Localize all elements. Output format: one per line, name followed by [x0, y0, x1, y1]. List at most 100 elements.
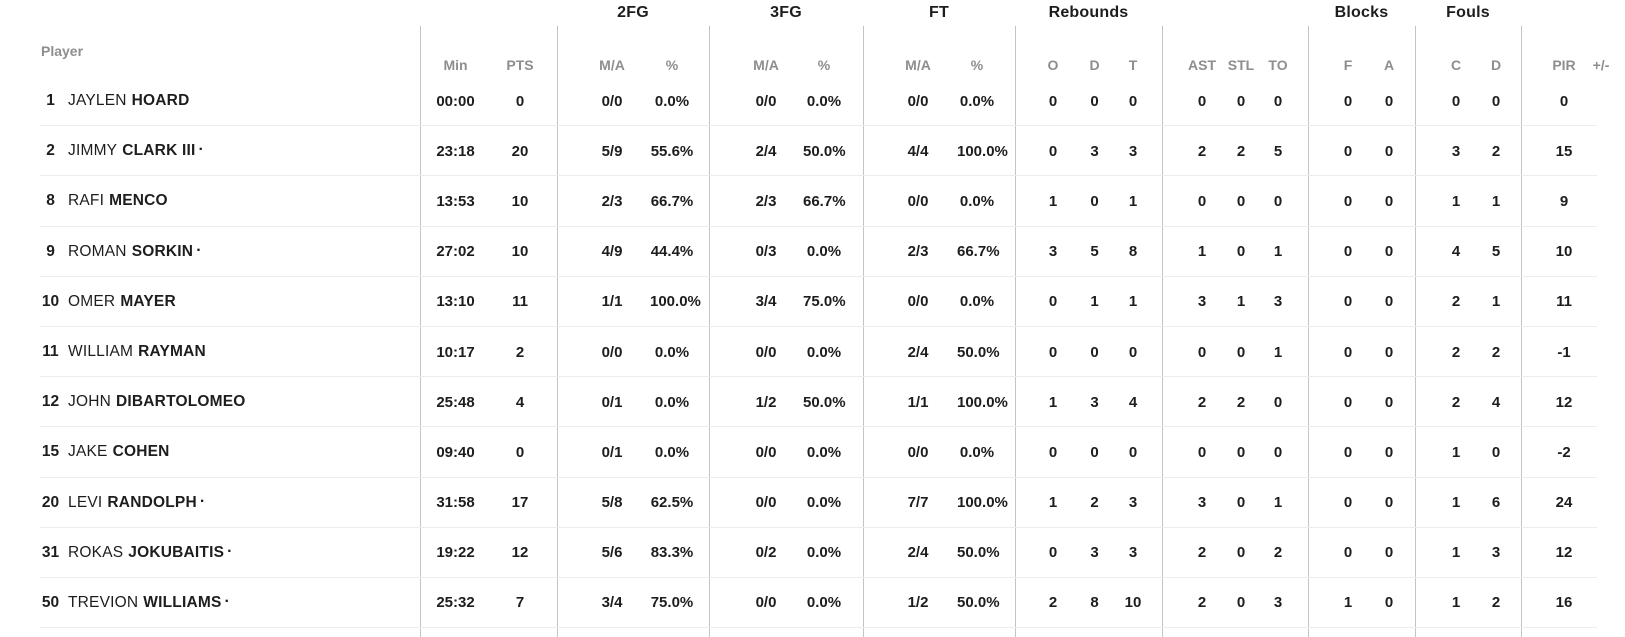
cell-3fg-ma: 2/3	[755, 192, 777, 210]
cell-minutes: 27:02	[436, 243, 475, 261]
col-header-blocks-for: F	[1343, 57, 1353, 73]
cell-ft-ma: 4/4	[907, 142, 929, 160]
cell-reb-tot: 1	[1128, 293, 1138, 311]
cell-turnovers: 3	[1273, 293, 1283, 311]
cell-reb-tot: 0	[1128, 343, 1138, 361]
cell-assists: 0	[1197, 343, 1207, 361]
cell-reb-off: 0	[1048, 142, 1058, 160]
cell-steals: 0	[1236, 594, 1246, 612]
col-header-steals: STL	[1227, 57, 1255, 73]
player-first-name: RAFI	[68, 192, 105, 210]
cell-pir: 15	[1555, 142, 1573, 160]
cell-reb-def: 0	[1090, 343, 1099, 361]
cell-ft-pct: 0.0%	[959, 443, 995, 461]
cell-2fg-pct: 44.4%	[650, 243, 694, 261]
cell-minutes: 00:00	[436, 92, 475, 110]
player-first-name: JOHN	[68, 393, 111, 411]
cell-pir: 12	[1555, 393, 1573, 411]
cell-blocks-for: 0	[1343, 192, 1353, 210]
player-first-name: JIMMY	[68, 142, 118, 160]
player-name: JAYLEN HOARD	[68, 92, 192, 110]
cell-blocks-for: 0	[1343, 343, 1353, 361]
player-row[interactable]: 10 OMER MAYER 13:10 11 1/1 100.0% 3/4 75.…	[0, 277, 1625, 328]
cell-ft-ma: 0/0	[907, 293, 929, 311]
cell-3fg-ma: 0/0	[755, 443, 777, 461]
player-last-name: WILLIAMS	[143, 593, 222, 611]
player-row[interactable]: 9 ROMAN SORKIN · 27:02 10 4/9 44.4% 0/3 0.…	[0, 227, 1625, 277]
player-row[interactable]: 8 RAFI MENCO 13:53 10 2/3 66.7% 2/3 66.7%…	[0, 176, 1625, 227]
cell-blocks-against: 0	[1384, 393, 1394, 411]
cell-minutes: 10:17	[436, 343, 475, 361]
cell-2fg-ma: 5/8	[601, 494, 623, 512]
col-header-assists: AST	[1188, 57, 1216, 73]
cell-2fg-pct: 75.0%	[650, 594, 694, 612]
cell-reb-off: 0	[1048, 343, 1058, 361]
cell-steals: 0	[1236, 243, 1246, 261]
cell-assists: 0	[1197, 443, 1207, 461]
cell-fouls-drawn: 2	[1491, 343, 1501, 361]
player-row[interactable]: 12 JOHN DIBARTOLOMEO 25:48 4 0/1 0.0% 1/2…	[0, 377, 1625, 428]
cell-turnovers: 1	[1273, 243, 1283, 261]
cell-2fg-ma: 0/1	[601, 443, 623, 461]
player-first-name: LEVI	[68, 493, 103, 511]
cell-blocks-for: 1	[1343, 594, 1353, 612]
cell-2fg-pct: 55.6%	[650, 142, 694, 160]
cell-reb-off: 3	[1048, 243, 1058, 261]
player-last-name: MAYER	[120, 292, 176, 310]
cell-2fg-pct: 100.0%	[650, 293, 701, 311]
cell-points: 20	[511, 142, 529, 160]
cell-3fg-pct: 75.0%	[803, 293, 846, 311]
player-first-name: JAYLEN	[68, 92, 127, 110]
player-row[interactable]: 15 JAKE COHEN 09:40 0 0/1 0.0% 0/0 0.0% 0…	[0, 427, 1625, 478]
player-cell: 11 WILLIAM RAYMAN	[0, 343, 420, 361]
player-row[interactable]: 20 LEVI RANDOLPH · 31:58 17 5/8 62.5% 0/0 …	[0, 478, 1625, 528]
cell-minutes: 19:22	[436, 544, 475, 562]
player-row[interactable]: 50 TREVION WILLIAMS · 25:32 7 3/4 75.0% 0/…	[0, 578, 1625, 629]
table-body: 1 JAYLEN HOARD 00:00 0 0/0 0.0% 0/0 0.0% …	[0, 76, 1625, 629]
cell-3fg-pct: 0.0%	[806, 92, 842, 110]
column-separator	[1415, 26, 1416, 637]
cell-points: 0	[515, 92, 525, 110]
cell-reb-tot: 3	[1128, 142, 1138, 160]
cell-2fg-pct: 62.5%	[650, 494, 694, 512]
cell-ft-pct: 50.0%	[957, 343, 1000, 361]
player-row[interactable]: 1 JAYLEN HOARD 00:00 0 0/0 0.0% 0/0 0.0% …	[0, 76, 1625, 127]
player-number: 12	[41, 393, 60, 411]
cell-ft-pct: 100.0%	[957, 142, 1008, 160]
col-header-fouls-drawn: D	[1490, 57, 1502, 73]
player-first-name: ROMAN	[68, 242, 127, 260]
column-separator	[1162, 26, 1163, 637]
col-header-ft-ma: M/A	[905, 57, 931, 73]
player-last-name: SORKIN	[131, 242, 194, 260]
cell-reb-off: 1	[1048, 192, 1058, 210]
player-last-name: COHEN	[112, 443, 170, 461]
cell-3fg-ma: 3/4	[755, 293, 777, 311]
cell-turnovers: 3	[1273, 594, 1283, 612]
cell-2fg-ma: 1/1	[601, 293, 623, 311]
cell-fouls-drawn: 0	[1491, 443, 1501, 461]
player-row[interactable]: 31 ROKAS JOKUBAITIS · 19:22 12 5/6 83.3% 0…	[0, 528, 1625, 579]
cell-3fg-pct: 50.0%	[803, 393, 846, 411]
player-row[interactable]: 2 JIMMY CLARK III · 23:18 20 5/9 55.6% 2/4…	[0, 126, 1625, 177]
cell-3fg-ma: 0/3	[755, 243, 777, 261]
cell-reb-def: 2	[1090, 494, 1099, 512]
cell-3fg-ma: 2/4	[755, 142, 777, 160]
cell-blocks-for: 0	[1343, 293, 1353, 311]
cell-minutes: 09:40	[436, 443, 475, 461]
cell-assists: 2	[1197, 544, 1207, 562]
cell-turnovers: 1	[1273, 494, 1283, 512]
cell-steals: 0	[1236, 443, 1246, 461]
cell-pir: -2	[1557, 443, 1571, 461]
cell-ft-pct: 50.0%	[957, 544, 1000, 562]
cell-assists: 3	[1197, 494, 1207, 512]
cell-3fg-pct: 0.0%	[806, 243, 842, 261]
cell-points: 10	[511, 243, 529, 261]
cell-blocks-against: 0	[1384, 293, 1394, 311]
cell-reb-tot: 3	[1128, 544, 1138, 562]
cell-reb-tot: 0	[1128, 92, 1138, 110]
cell-ft-pct: 66.7%	[957, 243, 1000, 261]
column-separator	[709, 26, 710, 637]
cell-turnovers: 0	[1273, 92, 1283, 110]
player-row[interactable]: 11 WILLIAM RAYMAN 10:17 2 0/0 0.0% 0/0 0.…	[0, 327, 1625, 378]
cell-minutes: 13:53	[436, 192, 475, 210]
